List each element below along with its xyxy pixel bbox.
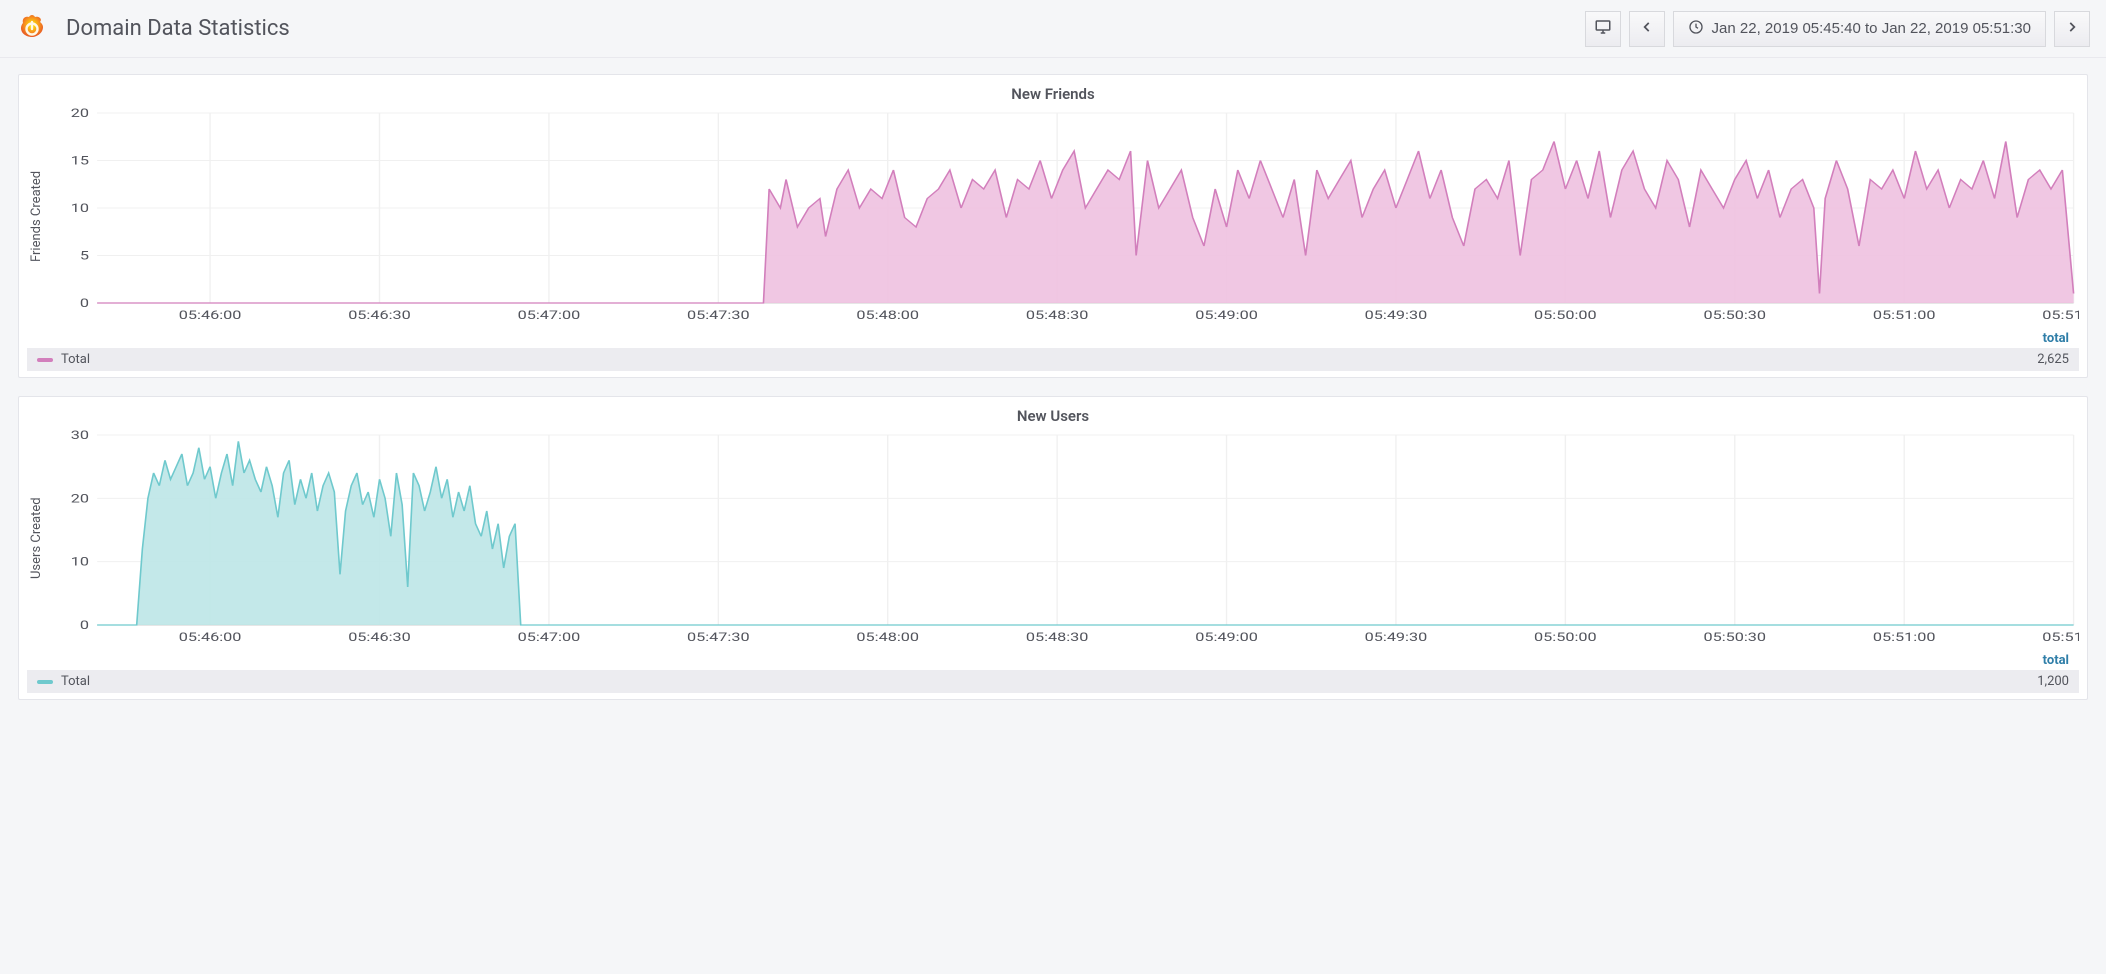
- svg-text:05:46:00: 05:46:00: [179, 631, 242, 644]
- svg-text:20: 20: [71, 492, 89, 505]
- chevron-right-icon: [2065, 20, 2079, 38]
- topbar: Domain Data Statistics Jan 22, 2019 05:4…: [0, 0, 2106, 58]
- time-range-label: Jan 22, 2019 05:45:40 to Jan 22, 2019 05…: [1712, 20, 2031, 37]
- y-axis-label: Friends Created: [27, 105, 43, 327]
- svg-text:05:51:30: 05:51:30: [2042, 309, 2079, 322]
- time-next-button[interactable]: [2054, 11, 2090, 47]
- series-area: [97, 441, 2073, 625]
- legend-label: Total: [61, 352, 2037, 367]
- panels-container: New FriendsFriends Created 0 5 10 15 20 05:46:…: [0, 58, 2106, 716]
- svg-text:05:47:00: 05:47:00: [518, 309, 581, 322]
- panel-title[interactable]: New Users: [27, 403, 2079, 427]
- legend-header[interactable]: total: [27, 649, 2079, 670]
- time-range-picker[interactable]: Jan 22, 2019 05:45:40 to Jan 22, 2019 05…: [1673, 11, 2046, 47]
- time-prev-button[interactable]: [1629, 11, 1665, 47]
- svg-text:05:49:00: 05:49:00: [1195, 309, 1258, 322]
- chart-area[interactable]: 0 5 10 15 20 05:46:00 05:46:30 05:47:00 05:47:30…: [43, 105, 2079, 327]
- svg-text:15: 15: [71, 154, 89, 167]
- svg-text:10: 10: [71, 202, 89, 215]
- svg-text:05:46:30: 05:46:30: [348, 631, 411, 644]
- svg-text:05:50:30: 05:50:30: [1703, 309, 1766, 322]
- svg-text:05:49:30: 05:49:30: [1365, 309, 1428, 322]
- svg-text:20: 20: [71, 107, 89, 120]
- legend-row[interactable]: Total1,200: [27, 670, 2079, 693]
- svg-text:10: 10: [71, 556, 89, 569]
- panel-new_friends: New FriendsFriends Created 0 5 10 15 20 05:46:…: [18, 74, 2088, 378]
- legend-value: 2,625: [2037, 352, 2069, 367]
- legend-label: Total: [61, 674, 2037, 689]
- y-axis-label: Users Created: [27, 427, 43, 649]
- clock-icon: [1688, 19, 1704, 39]
- svg-text:05:47:00: 05:47:00: [518, 631, 581, 644]
- dashboard-title[interactable]: Domain Data Statistics: [66, 16, 1585, 41]
- legend-header[interactable]: total: [27, 327, 2079, 348]
- chevron-left-icon: [1640, 20, 1654, 38]
- chart-svg: 0 10 20 30 05:46:00 05:46:30 05:47:00 05:47:30 0…: [43, 427, 2079, 649]
- svg-text:05:51:00: 05:51:00: [1873, 631, 1936, 644]
- panel-title[interactable]: New Friends: [27, 81, 2079, 105]
- svg-text:05:46:00: 05:46:00: [179, 309, 242, 322]
- chart-wrap: Users Created 0 10 20 30 05:46:00 05:46:30 05:4…: [27, 427, 2079, 649]
- svg-text:05:48:00: 05:48:00: [856, 631, 919, 644]
- chart-wrap: Friends Created0510152005:46:0005:46:300…: [27, 105, 2079, 327]
- svg-text:05:49:30: 05:49:30: [1365, 631, 1428, 644]
- svg-text:05:50:00: 05:50:00: [1534, 309, 1597, 322]
- svg-text:05:50:30: 05:50:30: [1703, 631, 1766, 644]
- svg-text:0: 0: [80, 297, 89, 310]
- cycle-view-button[interactable]: [1585, 11, 1621, 47]
- top-controls: Jan 22, 2019 05:45:40 to Jan 22, 2019 05…: [1585, 11, 2090, 47]
- svg-text:30: 30: [71, 429, 89, 442]
- panel-new_users: New UsersUsers Created 0 10 20 30 05:46:00 05:…: [18, 396, 2088, 700]
- svg-text:05:51:30: 05:51:30: [2042, 631, 2079, 644]
- legend-value: 1,200: [2037, 674, 2069, 689]
- svg-text:05:48:00: 05:48:00: [856, 309, 919, 322]
- svg-text:05:47:30: 05:47:30: [687, 309, 750, 322]
- series-area: [97, 142, 2073, 304]
- svg-text:05:48:30: 05:48:30: [1026, 631, 1089, 644]
- svg-text:05:50:00: 05:50:00: [1534, 631, 1597, 644]
- svg-text:05:46:30: 05:46:30: [348, 309, 411, 322]
- chart-svg: 0 5 10 15 20 05:46:00 05:46:30 05:47:00 05:47:30…: [43, 105, 2079, 327]
- svg-text:0: 0: [80, 619, 89, 632]
- chart-area[interactable]: 0 10 20 30 05:46:00 05:46:30 05:47:00 05:47:30 0…: [43, 427, 2079, 649]
- svg-text:05:48:30: 05:48:30: [1026, 309, 1089, 322]
- svg-text:05:51:00: 05:51:00: [1873, 309, 1936, 322]
- legend-swatch-icon: [37, 358, 53, 362]
- grafana-logo-icon: [16, 13, 48, 45]
- svg-text:5: 5: [80, 249, 89, 262]
- svg-text:05:47:30: 05:47:30: [687, 631, 750, 644]
- monitor-icon: [1594, 18, 1612, 40]
- svg-text:05:49:00: 05:49:00: [1195, 631, 1258, 644]
- legend-swatch-icon: [37, 680, 53, 684]
- legend-row[interactable]: Total2,625: [27, 348, 2079, 371]
